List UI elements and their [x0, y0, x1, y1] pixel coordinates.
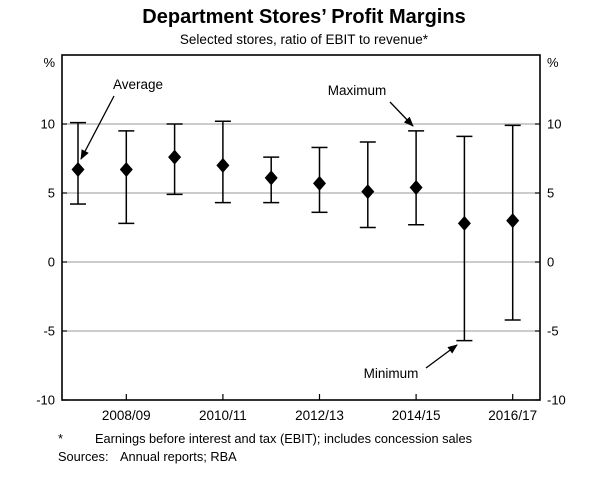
average-marker	[168, 149, 182, 165]
x-axis-label: 2014/15	[392, 408, 441, 423]
profit-margins-chart: -10 -10 -5 -5 0 0 5 5 10 10% % 2008/09 2010/11 2012/1…	[36, 54, 566, 423]
y-axis-label-left: -10	[36, 393, 55, 408]
y-axis-unit-left: %	[43, 55, 55, 70]
average-marker	[119, 162, 133, 178]
sources-row: Sources: Annual reports; RBA	[58, 449, 608, 465]
footnote-row: * Earnings before interest and tax (EBIT…	[58, 431, 608, 447]
average-marker	[457, 215, 471, 231]
y-axis-label-right: 0	[547, 255, 554, 270]
x-axis-label: 2016/17	[488, 408, 537, 423]
chart-footnotes: * Earnings before interest and tax (EBIT…	[0, 431, 608, 465]
maximum-annotation-arrow	[389, 101, 414, 127]
average-marker	[506, 213, 520, 229]
sources-text: Annual reports; RBA	[120, 449, 237, 464]
average-marker	[264, 170, 278, 186]
y-axis-label-left: 5	[48, 186, 55, 201]
y-axis-label-right: -5	[547, 324, 559, 339]
footnote-text: Earnings before interest and tax (EBIT);…	[95, 431, 472, 446]
average-marker	[216, 157, 230, 173]
average-annotation-label: Average	[113, 77, 163, 92]
minimum-annotation-label: Minimum	[364, 366, 419, 381]
average-marker	[313, 175, 326, 191]
sources-label: Sources:	[58, 449, 109, 464]
x-axis-label: 2010/11	[199, 408, 247, 423]
footnote-asterisk: *	[58, 431, 63, 446]
average-marker	[361, 184, 375, 200]
y-axis-label-right: 5	[547, 186, 554, 201]
plot-frame	[61, 54, 541, 401]
chart-subtitle: Selected stores, ratio of EBIT to revenu…	[179, 32, 429, 47]
chart-title: Department Stores’ Profit Margins	[142, 6, 466, 28]
average-annotation-arrow	[80, 95, 115, 160]
y-axis-unit-right: %	[547, 55, 559, 70]
minimum-annotation-arrow	[425, 344, 458, 369]
x-axis-label: 2012/13	[295, 408, 344, 423]
maximum-annotation-label: Maximum	[328, 83, 387, 98]
y-axis-label-right: -10	[547, 393, 566, 408]
average-marker	[71, 162, 85, 178]
y-axis-label-left: -5	[43, 324, 55, 339]
y-axis-label-right: 10	[547, 117, 561, 132]
y-axis-label-left: 10	[41, 117, 55, 132]
x-axis-label: 2008/09	[102, 408, 151, 423]
average-marker	[409, 179, 423, 195]
y-axis-label-left: 0	[48, 255, 55, 270]
